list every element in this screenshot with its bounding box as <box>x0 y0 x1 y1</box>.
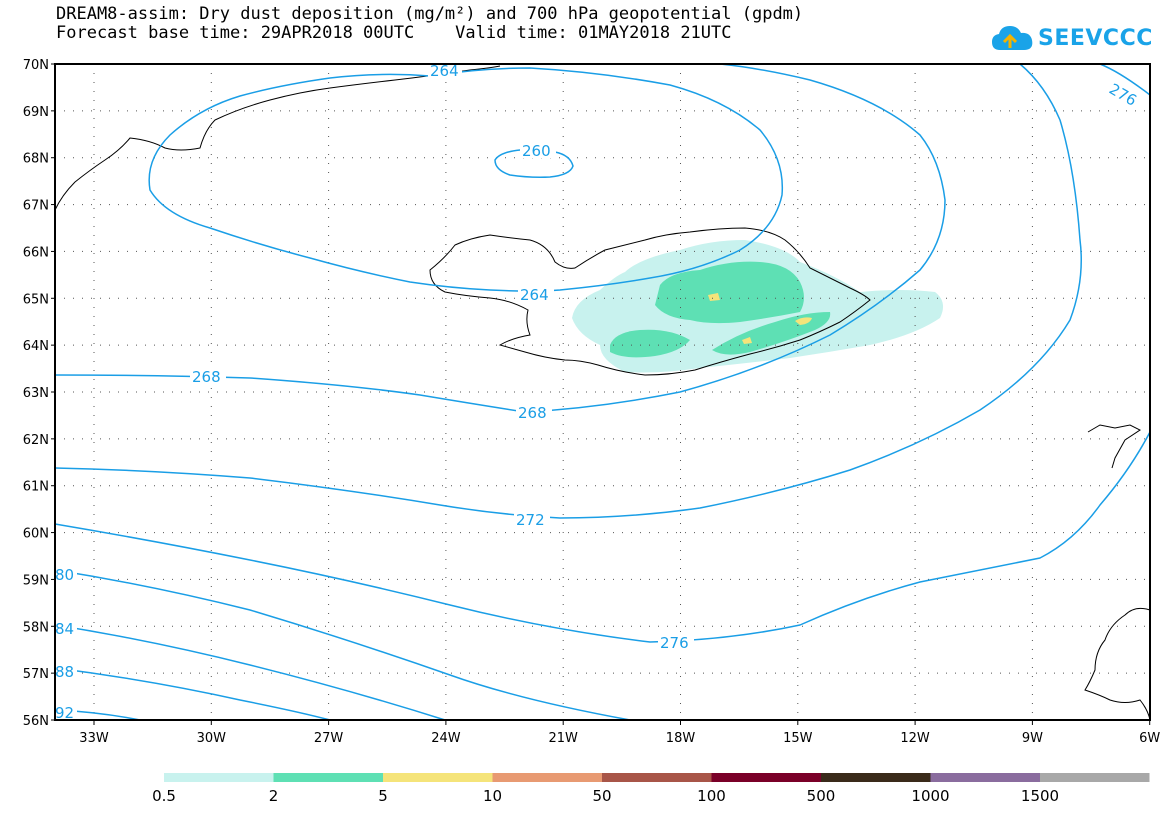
coastlines <box>54 65 1151 721</box>
lat-tick-label: 65N <box>23 292 49 307</box>
legend-label: 1500 <box>1021 787 1059 805</box>
legend-swatch <box>1040 773 1150 782</box>
contour-276 <box>54 431 1151 643</box>
greenland-coast <box>54 65 501 211</box>
lat-tick-label: 56N <box>23 714 49 729</box>
contour-label: 260 <box>522 142 551 160</box>
legend-label: 500 <box>807 787 836 805</box>
contour-272 <box>54 63 1082 519</box>
legend-swatch <box>821 773 931 782</box>
contour-288 <box>54 667 331 721</box>
cloud-icon <box>992 26 1033 50</box>
legend-swatch <box>383 773 493 782</box>
lon-tick-label: 9W <box>1022 731 1043 746</box>
lon-tick-label: 6W <box>1139 731 1160 746</box>
map-title: DREAM8-assim: Dry dust deposition (mg/m²… <box>56 4 804 24</box>
lat-tick-label: 68N <box>23 152 49 167</box>
lat-tick-label: 67N <box>23 199 49 214</box>
dust-shade-mid <box>610 329 690 358</box>
lat-tick-label: 63N <box>23 386 49 401</box>
contour-264 <box>148 67 784 292</box>
seevccc-logo: SEEVCCC <box>990 18 1153 58</box>
contour-label: 276 <box>660 634 689 652</box>
dust-shade-high <box>795 317 812 325</box>
contour-268 <box>54 63 946 413</box>
legend-label: 10 <box>483 787 502 805</box>
longitude-labels: 33W 30W 27W 24W 21W 18W 15W 12W 9W 6W <box>79 720 1160 746</box>
logo-text: SEEVCCC <box>1038 25 1153 51</box>
lon-tick-label: 12W <box>900 731 930 746</box>
legend-swatch <box>492 773 602 782</box>
map-subtitle: Forecast base time: 29APR2018 00UTC Vali… <box>56 23 732 43</box>
lat-tick-label: 58N <box>23 620 49 635</box>
contour-276-top <box>1099 63 1151 96</box>
lat-tick-label: 59N <box>23 573 49 588</box>
legend-label: 2 <box>269 787 279 805</box>
lat-tick-label: 66N <box>23 245 49 260</box>
contour-label: 80 <box>55 566 74 584</box>
legend-label: 1000 <box>911 787 949 805</box>
lon-tick-label: 27W <box>314 731 344 746</box>
lon-tick-label: 18W <box>666 731 696 746</box>
legend-swatch <box>930 773 1040 782</box>
lat-tick-label: 64N <box>23 339 49 354</box>
lat-tick-label: 57N <box>23 667 49 682</box>
contour-label: 268 <box>518 404 547 422</box>
contour-label: 88 <box>55 663 74 681</box>
contour-280 <box>54 569 631 721</box>
legend-label: 0.5 <box>152 787 176 805</box>
contour-label: 268 <box>192 368 221 386</box>
lat-tick-label: 70N <box>23 58 49 73</box>
iceland-coast <box>429 227 871 376</box>
lat-tick-label: 61N <box>23 480 49 495</box>
lon-tick-label: 24W <box>431 731 461 746</box>
contour-label: 84 <box>55 620 74 638</box>
dust-shade-mid <box>655 261 804 324</box>
lon-tick-label: 33W <box>79 731 109 746</box>
contour-label: 264 <box>520 286 549 304</box>
geopotential-contours <box>54 63 1151 721</box>
faroe-coast <box>1087 424 1141 469</box>
legend-swatch <box>164 773 274 782</box>
scotland-coast <box>1084 607 1151 721</box>
legend-label: 100 <box>697 787 726 805</box>
contour-label: 264 <box>430 62 459 80</box>
legend-swatch <box>602 773 712 782</box>
legend-swatch <box>273 773 383 782</box>
map-frame <box>54 63 1151 721</box>
lat-tick-label: 62N <box>23 433 49 448</box>
legend-labels: 0.5 2 5 10 50 100 500 1000 1500 <box>152 787 1059 805</box>
dust-shade-high <box>708 293 720 301</box>
contour-label: 272 <box>516 511 545 529</box>
legend-label: 50 <box>592 787 611 805</box>
lon-tick-label: 15W <box>783 731 813 746</box>
contour-label: 92 <box>55 704 74 722</box>
legend-label: 5 <box>378 787 388 805</box>
lat-tick-label: 60N <box>23 527 49 542</box>
color-legend <box>164 773 1150 782</box>
dust-deposition-layer <box>572 240 944 373</box>
contour-labels: 264 276 260 264 268 268 272 276 80 84 88… <box>55 62 1140 722</box>
contour-284 <box>54 624 446 721</box>
latitude-labels: 70N 69N 68N 67N 66N 65N 64N 63N 62N 61N 60N 59N 58N 5… <box>23 58 55 729</box>
lon-tick-label: 30W <box>197 731 227 746</box>
lat-tick-label: 69N <box>23 105 49 120</box>
legend-swatch <box>711 773 821 782</box>
graticule <box>55 64 1150 720</box>
lon-tick-label: 21W <box>548 731 578 746</box>
dust-shade-high <box>742 337 752 344</box>
